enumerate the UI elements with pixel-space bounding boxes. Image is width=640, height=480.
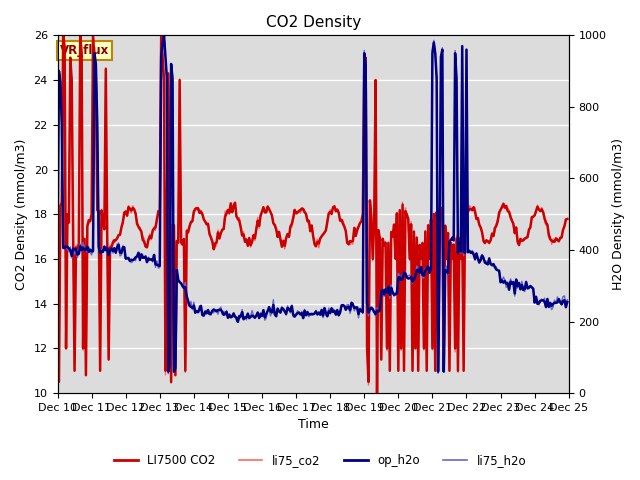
Y-axis label: H2O Density (mmol/m3): H2O Density (mmol/m3): [612, 138, 625, 290]
Text: VR_flux: VR_flux: [60, 44, 109, 57]
Y-axis label: CO2 Density (mmol/m3): CO2 Density (mmol/m3): [15, 139, 28, 290]
Title: CO2 Density: CO2 Density: [266, 15, 361, 30]
Legend: LI7500 CO2, li75_co2, op_h2o, li75_h2o: LI7500 CO2, li75_co2, op_h2o, li75_h2o: [109, 449, 531, 472]
X-axis label: Time: Time: [298, 419, 328, 432]
